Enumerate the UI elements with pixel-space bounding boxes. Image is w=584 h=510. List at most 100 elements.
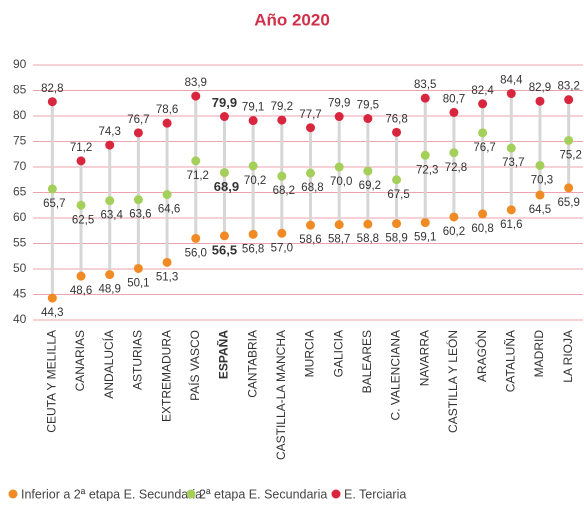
dot — [133, 263, 143, 273]
dot — [478, 209, 488, 219]
value-label: 79,9 — [328, 98, 350, 110]
y-tick-label: 40 — [13, 312, 27, 326]
value-label: 48,9 — [99, 284, 121, 296]
legend-swatch — [8, 489, 18, 499]
value-label: 64,6 — [158, 204, 180, 216]
value-label: 75,2 — [559, 150, 581, 162]
dot — [191, 156, 201, 166]
x-tick-label: CATALUÑA — [503, 330, 517, 392]
dot — [392, 127, 402, 137]
dot — [219, 168, 229, 178]
value-label: 58,9 — [385, 233, 407, 245]
x-tick-label: MADRID — [532, 330, 546, 378]
dot — [133, 128, 143, 138]
x-tick-label: EXTREMADURA — [159, 330, 173, 422]
value-label: 74,3 — [99, 126, 121, 138]
value-label: 82,9 — [529, 82, 551, 94]
dot — [449, 212, 459, 222]
dot — [506, 89, 516, 99]
value-label: 51,3 — [156, 271, 178, 283]
dot — [535, 96, 545, 106]
x-tick-label: LA RIOJA — [561, 330, 575, 383]
dot — [478, 128, 488, 138]
y-tick-label: 90 — [13, 57, 27, 71]
dot — [392, 175, 402, 185]
dot — [363, 219, 373, 229]
value-label: 76,8 — [385, 113, 407, 125]
x-tick-label: CANTABRIA — [245, 330, 259, 398]
dot — [47, 97, 57, 107]
dot — [506, 205, 516, 215]
x-tick-label: CASTILLA-LA MANCHA — [274, 330, 288, 460]
dot — [277, 115, 287, 125]
value-label: 84,4 — [500, 75, 523, 87]
x-tick-label: GALICIA — [331, 330, 345, 377]
dot — [334, 220, 344, 230]
value-label: 70,3 — [531, 175, 553, 187]
y-tick-label: 65 — [13, 185, 27, 199]
dot — [105, 270, 115, 280]
dot — [76, 200, 86, 210]
dot — [277, 228, 287, 238]
dot — [219, 112, 229, 122]
dot — [248, 161, 258, 171]
value-label: 68,9 — [214, 179, 239, 194]
y-tick-label: 50 — [13, 261, 27, 275]
legend-swatch — [331, 489, 341, 499]
x-tick-label: NAVARRA — [417, 330, 431, 386]
value-label: 76,7 — [127, 114, 149, 126]
dot — [506, 143, 516, 153]
dot — [191, 233, 201, 243]
x-tick-label: MURCIA — [303, 330, 317, 377]
value-label: 79,1 — [242, 102, 264, 114]
value-label: 56,5 — [212, 242, 237, 257]
value-label: 56,8 — [242, 243, 264, 255]
value-label: 71,2 — [70, 142, 92, 154]
dot — [449, 107, 459, 117]
value-label: 83,2 — [557, 81, 579, 93]
x-tick-label: ESPAÑA — [216, 330, 231, 379]
x-tick-label: ANDALUCÍA — [101, 330, 116, 399]
value-label: 50,1 — [127, 278, 149, 290]
legend-label: E. Terciaria — [344, 487, 406, 501]
value-label: 72,3 — [416, 164, 438, 176]
value-label: 63,4 — [101, 210, 124, 222]
value-label: 82,8 — [41, 83, 63, 95]
x-tick-label: CEUTA Y MELILLA — [45, 330, 59, 433]
value-label: 71,2 — [187, 170, 209, 182]
value-label: 80,7 — [443, 93, 465, 105]
y-tick-label: 45 — [13, 287, 27, 301]
value-label: 69,2 — [359, 180, 381, 192]
y-tick-label: 60 — [13, 210, 27, 224]
value-label: 70,0 — [330, 176, 352, 188]
dot — [420, 150, 430, 160]
value-label: 72,8 — [445, 162, 467, 174]
dot — [449, 148, 459, 158]
y-tick-label: 80 — [13, 108, 27, 122]
dot — [363, 166, 373, 176]
dot — [334, 112, 344, 122]
value-label: 67,5 — [387, 189, 409, 201]
value-label: 78,6 — [156, 104, 178, 116]
value-label: 58,6 — [299, 234, 321, 246]
dot — [564, 135, 574, 145]
dot — [219, 231, 229, 241]
value-label: 62,5 — [72, 214, 94, 226]
chart-title: Año 2020 — [254, 10, 330, 29]
dot — [191, 91, 201, 101]
dot — [162, 190, 172, 200]
dot — [420, 218, 430, 228]
dot — [306, 220, 315, 230]
value-label: 76,7 — [473, 142, 495, 154]
dot — [306, 168, 315, 178]
dot — [392, 219, 402, 229]
dot — [334, 162, 344, 172]
value-label: 64,5 — [529, 204, 551, 216]
dot — [47, 184, 57, 194]
dot — [105, 140, 115, 150]
value-label: 70,2 — [244, 175, 266, 187]
dot — [76, 156, 86, 166]
value-label: 65,9 — [557, 197, 579, 209]
x-tick-label: ARAGÓN — [474, 330, 489, 382]
